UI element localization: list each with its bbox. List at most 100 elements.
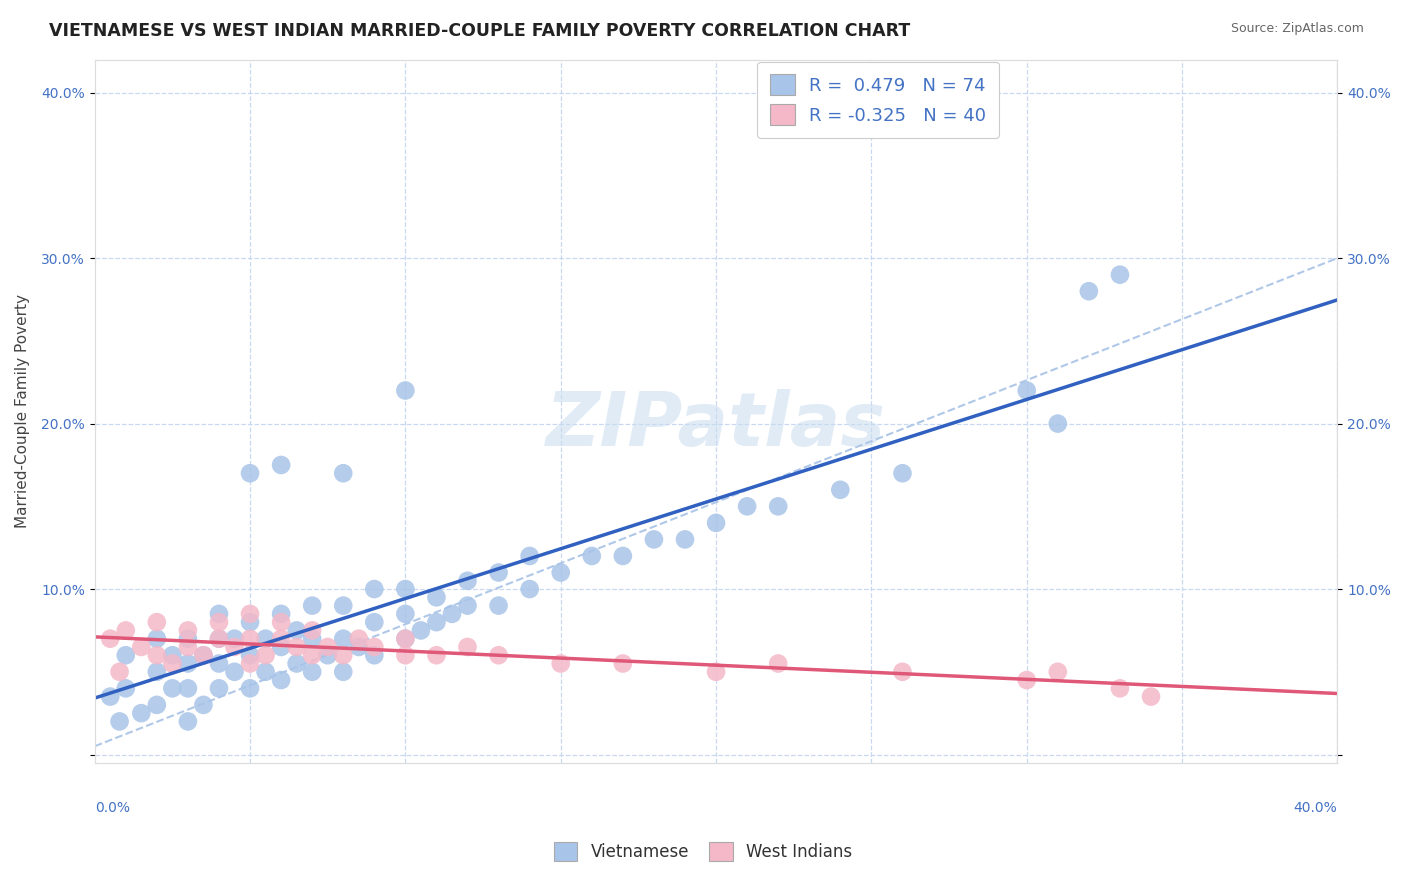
Point xyxy=(394,648,416,663)
Point xyxy=(363,648,385,663)
Point xyxy=(131,640,153,654)
Point xyxy=(1046,665,1069,679)
Point xyxy=(270,458,292,472)
Point xyxy=(177,714,200,729)
Point xyxy=(177,657,200,671)
Point xyxy=(488,648,510,663)
Point xyxy=(224,632,246,646)
Point xyxy=(891,467,914,481)
Point xyxy=(239,467,262,481)
Point xyxy=(425,615,447,629)
Point xyxy=(177,681,200,696)
Point xyxy=(704,516,727,530)
Point xyxy=(114,648,136,663)
Point xyxy=(409,624,432,638)
Point xyxy=(332,632,354,646)
Point xyxy=(208,632,231,646)
Point xyxy=(766,500,789,514)
Point xyxy=(550,566,572,580)
Point xyxy=(270,632,292,646)
Point xyxy=(347,640,370,654)
Point xyxy=(208,632,231,646)
Point xyxy=(735,500,758,514)
Point xyxy=(98,632,121,646)
Point xyxy=(440,607,463,621)
Y-axis label: Married-Couple Family Poverty: Married-Couple Family Poverty xyxy=(15,294,30,528)
Point xyxy=(146,648,169,663)
Point xyxy=(285,657,308,671)
Point xyxy=(301,624,323,638)
Point xyxy=(193,648,215,663)
Point xyxy=(394,582,416,596)
Point xyxy=(208,607,231,621)
Text: 40.0%: 40.0% xyxy=(1294,801,1337,815)
Point xyxy=(108,665,131,679)
Point xyxy=(1046,417,1069,431)
Point xyxy=(612,549,634,563)
Point xyxy=(162,657,184,671)
Point xyxy=(301,665,323,679)
Point xyxy=(285,640,308,654)
Legend: R =  0.479   N = 74, R = -0.325   N = 40: R = 0.479 N = 74, R = -0.325 N = 40 xyxy=(756,62,1000,137)
Point xyxy=(285,624,308,638)
Point xyxy=(239,632,262,646)
Text: 0.0%: 0.0% xyxy=(94,801,129,815)
Point xyxy=(488,599,510,613)
Point xyxy=(519,549,541,563)
Text: Source: ZipAtlas.com: Source: ZipAtlas.com xyxy=(1230,22,1364,36)
Point xyxy=(239,681,262,696)
Point xyxy=(643,533,665,547)
Point xyxy=(457,599,479,613)
Point xyxy=(457,640,479,654)
Point xyxy=(270,640,292,654)
Point xyxy=(177,640,200,654)
Point xyxy=(332,665,354,679)
Point xyxy=(177,624,200,638)
Point xyxy=(114,624,136,638)
Point xyxy=(425,648,447,663)
Point xyxy=(581,549,603,563)
Point xyxy=(254,665,277,679)
Point xyxy=(550,657,572,671)
Point xyxy=(146,698,169,712)
Point xyxy=(177,632,200,646)
Point xyxy=(270,607,292,621)
Point xyxy=(208,657,231,671)
Point xyxy=(146,665,169,679)
Text: ZIPatlas: ZIPatlas xyxy=(546,389,886,462)
Point xyxy=(239,607,262,621)
Point xyxy=(1109,268,1132,282)
Point xyxy=(98,690,121,704)
Point xyxy=(270,615,292,629)
Point xyxy=(704,665,727,679)
Point xyxy=(394,632,416,646)
Point xyxy=(363,582,385,596)
Point xyxy=(1109,681,1132,696)
Legend: Vietnamese, West Indians: Vietnamese, West Indians xyxy=(547,835,859,868)
Point xyxy=(830,483,852,497)
Point xyxy=(1077,284,1099,298)
Point xyxy=(332,467,354,481)
Point xyxy=(162,648,184,663)
Point xyxy=(114,681,136,696)
Point xyxy=(1140,690,1163,704)
Point xyxy=(239,657,262,671)
Point xyxy=(301,632,323,646)
Point xyxy=(193,698,215,712)
Point xyxy=(394,384,416,398)
Point xyxy=(612,657,634,671)
Point xyxy=(316,640,339,654)
Point xyxy=(332,648,354,663)
Point xyxy=(131,706,153,720)
Point xyxy=(208,681,231,696)
Point xyxy=(332,599,354,613)
Point xyxy=(673,533,696,547)
Point xyxy=(1015,384,1038,398)
Point xyxy=(224,640,246,654)
Point xyxy=(394,632,416,646)
Point xyxy=(108,714,131,729)
Point xyxy=(363,640,385,654)
Point xyxy=(1015,673,1038,687)
Point xyxy=(162,681,184,696)
Point xyxy=(394,607,416,621)
